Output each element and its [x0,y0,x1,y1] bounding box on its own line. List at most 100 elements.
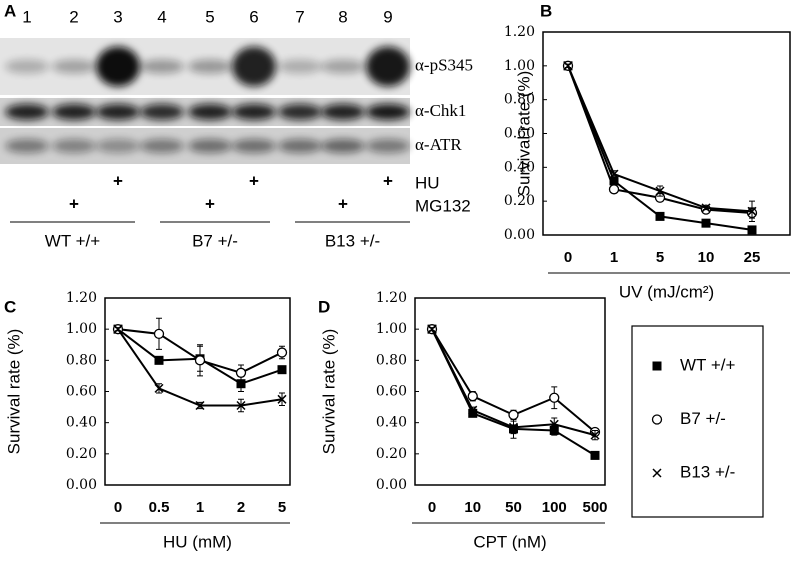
blot-band [278,104,322,120]
blot-band [232,46,276,87]
y-tick-label: 1.20 [66,290,97,306]
lane-number: 7 [295,7,304,26]
marker [549,419,559,429]
marker [590,430,600,440]
marker [608,184,620,195]
lane-number: 2 [69,7,78,26]
blot-band [232,104,276,120]
marker [508,409,519,421]
treatment-name: HU [415,173,440,192]
blot-band [52,139,96,153]
y-axis-label: Survival rate (%) [319,329,338,455]
x-tick-label: 100 [542,499,567,516]
blot-band [188,104,232,120]
lane-number: 8 [338,7,347,26]
blot-band [321,139,365,153]
group-label: WT +/+ [45,231,100,250]
blot-band [5,139,49,153]
panel-label: A [4,1,16,20]
blot-band [52,104,96,120]
y-axis-label: Survival rate (%) [4,329,23,455]
marker [609,169,619,179]
blot-band [278,59,322,74]
blot-band [188,139,232,153]
plot-frame [542,31,791,236]
marker [277,365,287,375]
marker [277,394,287,404]
marker [236,400,246,411]
y-tick-label: 0.40 [376,415,407,431]
y-tick-label: 0.00 [504,227,535,243]
x-tick-label: 0 [564,249,572,266]
antibody-label: α-ATR [415,135,462,154]
blot-band [96,104,140,120]
marker [609,176,619,186]
legend-marker [652,361,662,371]
marker [153,328,165,339]
marker [701,203,711,213]
blot-band [52,59,96,74]
y-tick-label: 1.20 [504,24,535,40]
treatment-mark: + [113,171,123,190]
blot-band [366,104,410,120]
x-axis-label: HU (mM) [163,532,232,551]
y-tick-label: 0.60 [66,384,97,400]
marker [747,206,757,216]
y-tick-label: 1.00 [66,321,97,337]
lane-number: 5 [205,7,214,26]
blot-band [366,46,410,87]
blot-band [140,139,184,153]
x-tick-label: 1 [196,499,204,516]
group-label: B7 +/- [192,231,238,250]
blot-band [96,139,140,153]
lane-number: 3 [113,7,122,26]
marker [194,355,206,366]
blot-band [5,104,49,120]
legend-label: B13 +/- [680,462,735,481]
marker [195,400,205,411]
treatment-mark: + [249,171,259,190]
plot-frame [104,297,291,486]
marker [154,355,164,365]
blot-band [96,46,140,87]
treatment-mark: + [338,194,348,213]
antibody-label: α-pS345 [415,55,473,74]
y-tick-label: 1.00 [504,58,535,74]
marker [655,186,665,196]
y-tick-label: 0.80 [504,92,535,108]
legend-label: WT +/+ [680,355,735,374]
blot-band [140,59,184,74]
y-tick-label: 0.20 [66,446,97,462]
marker [236,379,246,389]
x-tick-label: 50 [505,499,522,516]
x-tick-label: 10 [464,499,481,516]
marker [467,391,478,402]
x-tick-label: 25 [744,249,761,266]
y-tick-label: 0.20 [504,193,535,209]
x-axis-label: CPT (nM) [473,532,546,551]
marker [563,61,573,71]
x-axis-label: UV (mJ/cm²) [619,282,714,301]
treatment-name: MG132 [415,196,471,215]
legend-label: B7 +/- [680,409,726,428]
x-tick-label: 5 [278,499,286,516]
y-tick-label: 0.20 [376,446,407,462]
panel-label: D [318,297,330,316]
legend-marker [652,468,662,478]
panel-label: C [4,297,16,316]
x-tick-label: 0 [428,499,436,516]
treatment-mark: + [383,171,393,190]
marker [276,347,288,358]
y-tick-label: 0.00 [376,477,407,493]
marker [113,324,123,334]
blot-band [278,139,322,153]
marker [549,392,560,403]
marker [235,367,247,378]
y-tick-label: 0.80 [66,352,97,368]
lane-number: 4 [157,7,166,26]
x-tick-label: 0 [114,499,122,516]
x-tick-label: 2 [237,499,245,516]
blot-band [5,59,49,74]
blot-band [232,139,276,153]
x-tick-label: 10 [698,249,715,266]
